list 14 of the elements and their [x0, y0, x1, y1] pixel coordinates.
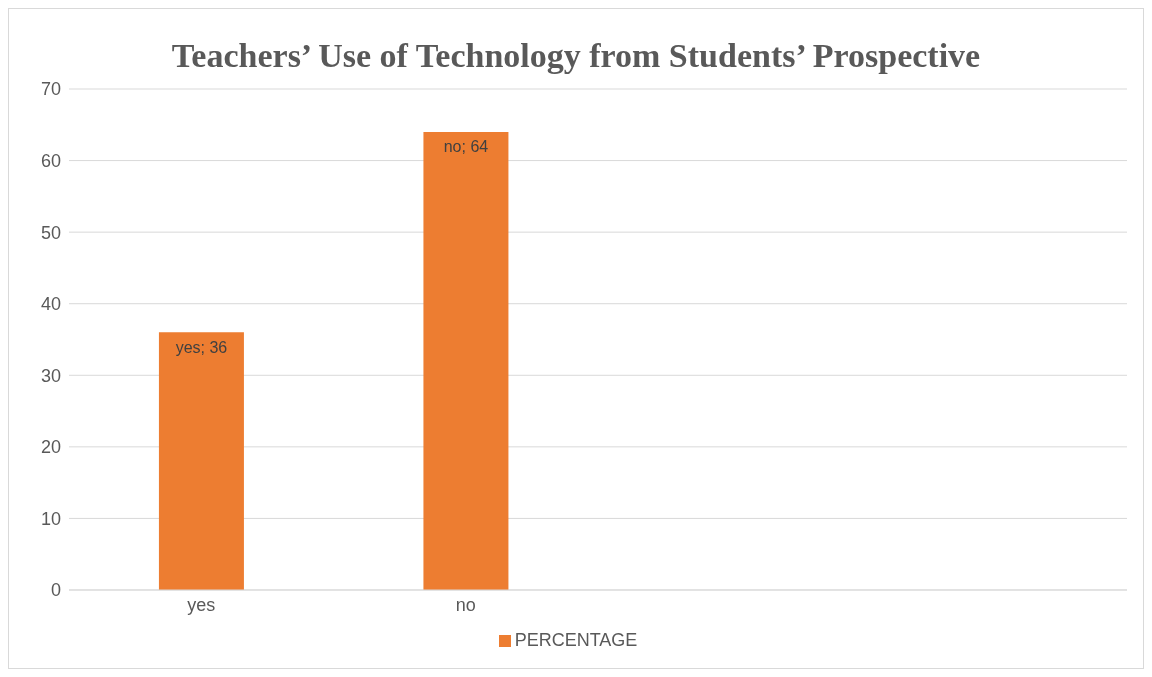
x-tick-label: no: [455, 594, 476, 615]
y-tick-label: 50: [40, 222, 61, 243]
y-tick-label: 20: [40, 437, 61, 458]
y-tick-label: 0: [50, 580, 61, 601]
y-tick-label: 60: [40, 150, 61, 171]
x-tick-label: yes: [187, 594, 216, 615]
y-tick-label: 10: [40, 508, 61, 529]
legend-label: PERCENTAGE: [514, 630, 638, 650]
data-label: yes; 36: [175, 338, 228, 356]
y-tick-label: 30: [40, 365, 61, 386]
y-tick-label: 40: [40, 294, 61, 315]
y-tick-label: 70: [40, 79, 61, 100]
data-label: no; 64: [443, 138, 489, 156]
chart-title: Teachers’ Use of Technology from Students’ Prospective: [170, 36, 982, 74]
